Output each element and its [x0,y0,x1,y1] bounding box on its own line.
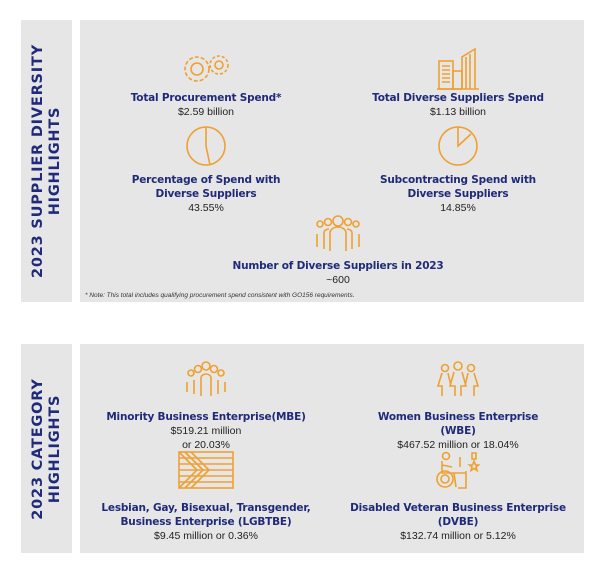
women-icon [436,361,480,396]
item-title: Women Business Enterprise [377,411,539,423]
item-title: Disabled Veteran Business Enterprise [350,502,566,514]
footnote: * Note: This total includes qualifying p… [85,292,355,299]
gears-icon [184,55,229,82]
item-title: Total Diverse Suppliers Spend [372,92,544,104]
pie-chart-icon [186,126,226,166]
item-title: Subcontracting Spend with [380,174,536,186]
item-title: (WBE) [440,425,476,437]
supplier-highlights-panel: Total Procurement Spend* $2.59 billion T… [80,20,584,302]
supplier-section-heading: 2023 SUPPLIER DIVERSITY HIGHLIGHTS [30,44,64,278]
item-value: $132.74 million or 5.12% [400,530,516,542]
item-value: $1.13 billion [429,106,487,118]
pride-flag-icon [178,451,234,489]
item-title: Business Enterprise (LGBTBE) [120,516,292,528]
buildings-icon [437,47,479,90]
item-value: 14.85% [440,202,476,214]
item-title: Number of Diverse Suppliers in 2023 [232,260,444,272]
crowd-icon [316,215,360,251]
item-value: $9.45 million or 0.36% [154,530,258,542]
dvbe-item: Disabled Veteran Business Enterprise (DV… [333,451,583,543]
heading-line: 2023 CATEGORY [29,377,46,520]
item-value: $519.21 million [170,425,242,437]
disabled-veteran-icon [436,451,480,489]
total-diverse-suppliers-spend: Total Diverse Suppliers Spend $1.13 bill… [333,45,583,119]
item-value: ~600 [326,274,350,286]
supplier-section-heading-bar: 2023 SUPPLIER DIVERSITY HIGHLIGHTS [21,20,72,302]
item-title: Diverse Suppliers [407,188,509,200]
item-title: (DVBE) [437,516,479,528]
item-value: 43.55% [188,202,224,214]
heading-line: HIGHLIGHTS [46,106,63,216]
mbe-item: Minority Business Enterprise(MBE) $519.2… [81,360,331,452]
item-value: $2.59 billion [177,106,235,118]
item-title: Lesbian, Gay, Bisexual, Transgender, [101,502,311,514]
category-section-heading: 2023 CATEGORY HIGHLIGHTS [30,378,64,519]
item-value: $467.52 million or 18.04% [397,439,519,451]
item-title: Diverse Suppliers [155,188,257,200]
lgbtbe-item: Lesbian, Gay, Bisexual, Transgender, Bus… [81,451,331,543]
heading-line: HIGHLIGHTS [46,394,63,503]
item-title: Minority Business Enterprise(MBE) [106,411,306,423]
item-title: Total Procurement Spend* [130,92,282,104]
pie-chart-icon [438,126,478,166]
item-title: Percentage of Spend with [131,174,281,186]
number-of-diverse-suppliers: Number of Diverse Suppliers in 2023 ~600 [178,213,498,287]
category-section-heading-bar: 2023 CATEGORY HIGHLIGHTS [21,344,72,553]
group-people-icon [186,361,226,396]
category-highlights-panel: Minority Business Enterprise(MBE) $519.2… [80,344,584,553]
wbe-item: Women Business Enterprise (WBE) $467.52 … [333,360,583,452]
subcontracting-spend: Subcontracting Spend with Diverse Suppli… [333,124,583,215]
percentage-spend-diverse: Percentage of Spend with Diverse Supplie… [81,124,331,215]
item-value: or 20.03% [182,439,230,451]
total-procurement-spend: Total Procurement Spend* $2.59 billion [81,45,331,119]
heading-line: 2023 SUPPLIER DIVERSITY [29,44,46,278]
